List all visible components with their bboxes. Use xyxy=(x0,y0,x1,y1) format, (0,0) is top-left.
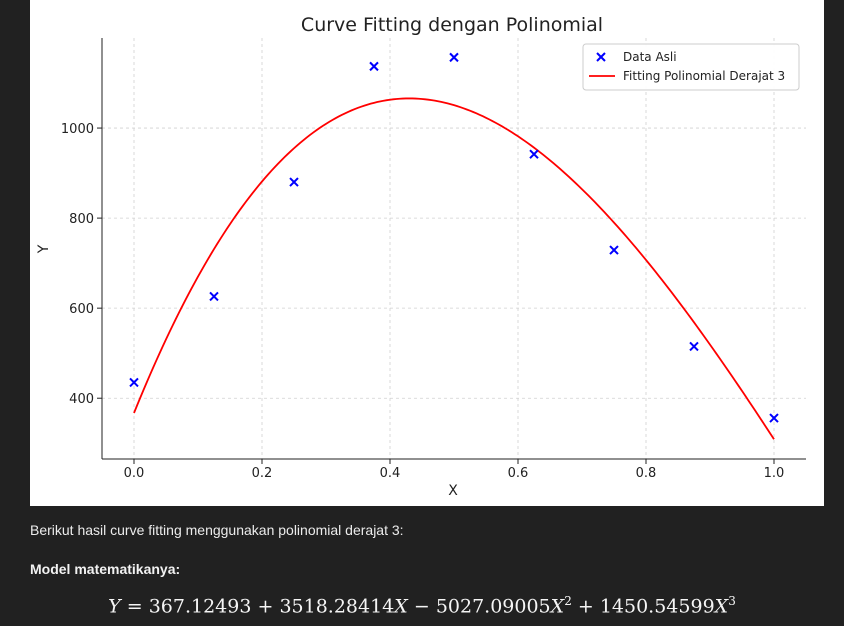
data-point xyxy=(769,413,779,423)
x-tick-label: 0.6 xyxy=(508,466,529,481)
data-point xyxy=(689,341,699,352)
model-heading: Model matematikanya: xyxy=(30,561,181,577)
chart-figure: 0.0 0.2 0.4 0.6 0.8 1.0 400 600 800 1000 Curve Fi… xyxy=(30,0,824,506)
x-tick-label: 0.4 xyxy=(380,466,401,481)
formula-var2: X xyxy=(550,595,565,618)
y-tick-label: 800 xyxy=(69,212,94,227)
formula-c2: 5027.09005 xyxy=(435,595,551,618)
data-point-stroke xyxy=(769,413,779,423)
legend-box xyxy=(582,43,800,91)
data-point-stroke xyxy=(369,61,379,72)
x-tick-label: 0.2 xyxy=(252,466,273,481)
data-point xyxy=(449,52,459,63)
fit-curve xyxy=(133,97,775,440)
x-tick-label: 1.0 xyxy=(764,466,785,481)
data-point-stroke xyxy=(529,149,539,159)
formula-exp2: 2 xyxy=(564,594,572,608)
data-point xyxy=(609,245,619,255)
data-point-stroke xyxy=(209,291,219,302)
grid-layer xyxy=(102,38,806,459)
chart-title: Curve Fitting dengan Polinomial xyxy=(301,14,603,36)
formula-op1: + xyxy=(251,595,280,618)
formula-c1: 3518.28414 xyxy=(279,595,395,618)
data-point-stroke xyxy=(689,341,699,352)
data-point-stroke xyxy=(609,245,619,255)
y-tick-label: 600 xyxy=(69,302,94,317)
x-tick-label: 0.0 xyxy=(124,466,145,481)
data-point xyxy=(129,377,139,388)
axes-layer: 0.0 0.2 0.4 0.6 0.8 1.0 400 600 800 1000 xyxy=(61,38,806,481)
formula-equals: = xyxy=(120,595,149,618)
formula-exp3: 3 xyxy=(728,594,736,608)
formula-op3: + xyxy=(571,595,600,618)
formula-var1: X xyxy=(394,595,408,618)
formula-var3: X xyxy=(714,595,729,618)
intro-text: Berikut hasil curve fitting menggunakan … xyxy=(30,522,404,538)
legend-marker-x xyxy=(596,52,606,62)
data-point xyxy=(289,177,299,187)
data-layer xyxy=(129,52,779,440)
data-point xyxy=(209,291,219,302)
model-formula: Y = 367.12493 + 3518.28414X − 5027.09005… xyxy=(0,594,844,617)
legend-label-data: Data Asli xyxy=(623,50,677,64)
legend: Data Asli Fitting Polinomial Derajat 3 xyxy=(582,43,800,91)
formula-c0: 367.12493 xyxy=(148,595,252,618)
data-point-stroke xyxy=(449,52,459,63)
data-point-stroke xyxy=(289,177,299,187)
y-tick-label: 1000 xyxy=(61,122,94,137)
data-point-stroke xyxy=(129,377,139,388)
chart-svg: 0.0 0.2 0.4 0.6 0.8 1.0 400 600 800 1000 Curve Fi… xyxy=(36,14,806,499)
x-axis-label: X xyxy=(448,483,458,499)
data-point xyxy=(529,149,539,159)
legend-label-fit: Fitting Polinomial Derajat 3 xyxy=(623,69,785,83)
formula-c3: 1450.54599 xyxy=(599,595,715,618)
formula-op2: − xyxy=(407,595,436,618)
data-point xyxy=(369,61,379,72)
formula-lhs: Y xyxy=(108,595,121,618)
y-axis-label: Y xyxy=(36,244,52,254)
y-tick-label: 400 xyxy=(69,392,94,407)
x-tick-label: 0.8 xyxy=(636,466,657,481)
